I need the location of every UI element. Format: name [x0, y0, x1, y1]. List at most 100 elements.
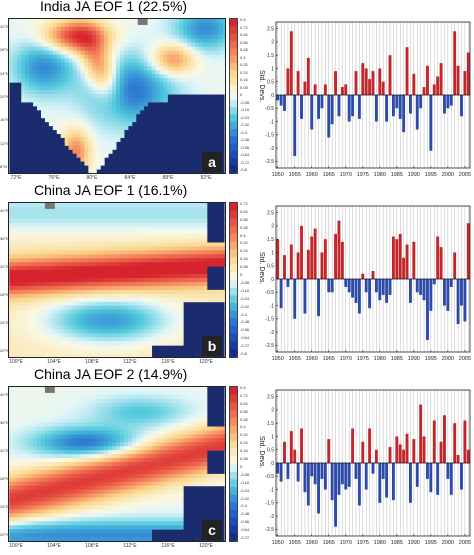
- x-tick-label: 2005: [459, 356, 471, 362]
- x-tick-label: 1990: [408, 356, 420, 362]
- bar-1965: [327, 439, 330, 463]
- latitude-label: 8°N: [0, 164, 7, 169]
- x-tick-label: 1960: [306, 356, 318, 362]
- bar-1961: [314, 84, 317, 95]
- bar-1970: [344, 279, 347, 287]
- bar-1975: [361, 442, 364, 463]
- bar-1985: [395, 239, 398, 279]
- bar-1954: [290, 431, 293, 463]
- y-tick-label: 1.5: [267, 237, 274, 243]
- bar-1953: [286, 279, 289, 287]
- bar-1966: [331, 279, 334, 292]
- longitude-label: 84°E: [125, 175, 136, 181]
- bar-2001: [450, 95, 453, 106]
- colorbar-tick-label: -0.56: [240, 146, 249, 150]
- bar-1979: [375, 450, 378, 463]
- bar-1960: [310, 463, 313, 476]
- bar-1950: [276, 239, 279, 279]
- colorbar-tick-label: -0.56: [240, 328, 249, 332]
- bar-1990: [412, 242, 415, 279]
- bar-1975: [361, 63, 364, 95]
- latitude-label: 20°N: [0, 532, 9, 537]
- colorbar-tick-label: -0.08: [240, 281, 249, 285]
- x-tick-label: 1970: [340, 356, 352, 362]
- latitude-label: 40°N: [0, 208, 9, 213]
- colorbar-tick-label: 0.4: [240, 56, 246, 60]
- bar-1986: [399, 234, 402, 279]
- colorbar-tick-label: 0.16: [240, 78, 248, 82]
- bar-2003: [457, 279, 460, 324]
- colorbar-tick-label: 0.08: [240, 265, 248, 269]
- bar-1990: [412, 439, 415, 463]
- y-tick-label: -0.5: [265, 474, 274, 480]
- bar-1980: [378, 463, 381, 503]
- bar-1967: [334, 463, 337, 527]
- bar-2005: [463, 421, 466, 463]
- y-tick-label: -1.5: [265, 317, 274, 323]
- longitude-label: 112°E: [123, 543, 136, 549]
- x-tick-label: 2000: [442, 356, 454, 362]
- bar-1994: [426, 463, 429, 479]
- bar-1986: [399, 444, 402, 463]
- bar-2004: [460, 463, 463, 490]
- x-tick-label: 1955: [289, 540, 301, 546]
- y-tick-label: 0.5: [267, 80, 274, 86]
- bar-1974: [358, 95, 361, 119]
- bar-1991: [416, 279, 419, 292]
- bar-1977: [368, 428, 371, 463]
- latitude-label: 24°N: [0, 71, 9, 76]
- bar-1991: [416, 95, 419, 130]
- bar-1950: [276, 95, 279, 100]
- colorbar-tick-label: 0.32: [240, 63, 248, 67]
- colorbar-tick-label: 0.72: [240, 26, 248, 30]
- longitude-label: 108°E: [85, 359, 99, 365]
- bar-1951: [280, 95, 283, 106]
- x-tick-label: 1960: [306, 540, 318, 546]
- x-tick-label: 1950: [272, 356, 284, 362]
- colorbar-tick-label: -0.48: [240, 512, 249, 516]
- bar-1988: [406, 244, 409, 279]
- colorbar-tick-label: -0.72: [240, 344, 249, 348]
- bar-1998: [440, 442, 443, 463]
- bar-1978: [372, 463, 375, 474]
- colorbar-tick-label: 0.48: [240, 226, 248, 230]
- bar-1975: [361, 274, 364, 279]
- bar-1992: [419, 95, 422, 108]
- colorbar-tick-label: 0.72: [240, 202, 248, 206]
- latitude-label: 32°N: [0, 264, 9, 269]
- y-tick-label: 0.5: [267, 264, 274, 270]
- bar-1971: [348, 463, 351, 487]
- y-tick-label: 1.5: [267, 421, 274, 427]
- x-tick-label: 1985: [391, 172, 403, 178]
- bar-1988: [406, 434, 409, 463]
- bar-1962: [317, 463, 320, 513]
- bar-1997: [436, 76, 439, 95]
- colorbar-tick-label: -0.16: [240, 108, 249, 112]
- colorbar-tick-label: -0.8: [240, 352, 247, 356]
- panel-a-title: India JA EOF 1 (22.5%): [40, 0, 187, 14]
- bar-1958: [303, 279, 306, 314]
- colorbar-tick-label: -0.8: [240, 168, 247, 172]
- bar-2003: [457, 66, 460, 95]
- y-tick-label: -1: [270, 303, 275, 309]
- bar-1983: [389, 55, 392, 95]
- colorbar-tick-label: 0.16: [240, 449, 248, 453]
- colorbar-tick-label: 0: [240, 93, 242, 97]
- bar-1958: [303, 82, 306, 95]
- colorbar-tick-label: -0.08: [240, 101, 249, 105]
- bar-1999: [443, 279, 446, 306]
- x-tick-label: 1965: [323, 356, 335, 362]
- bar-1958: [303, 463, 306, 492]
- bar-1989: [409, 95, 412, 114]
- colorbar-tick-label: 0.24: [240, 249, 248, 253]
- y-tick-label: -2.5: [265, 343, 274, 349]
- colorbar-tick-label: 0.48: [240, 48, 248, 52]
- colorbar-tick-label: -0.4: [240, 504, 247, 508]
- bar-1956: [297, 463, 300, 482]
- bar-1995: [429, 463, 432, 492]
- colorbar-tick-label: 0.56: [240, 410, 248, 414]
- x-tick-label: 1955: [289, 172, 301, 178]
- bar-1982: [385, 279, 388, 303]
- bar-2004: [460, 95, 463, 116]
